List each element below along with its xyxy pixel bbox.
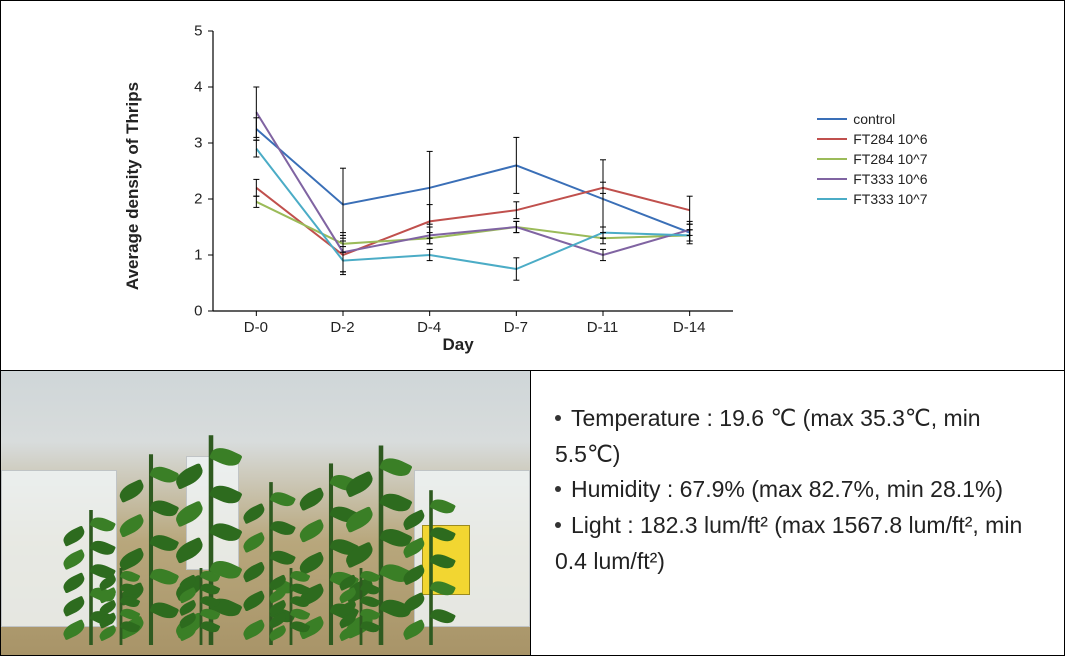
- legend-item: FT333 10^6: [817, 171, 927, 187]
- chart-plot-area: [203, 26, 743, 326]
- y-tick: 4: [194, 78, 202, 95]
- chart-legend: control FT284 10^6 FT284 10^7 FT333 10^6 FT3…: [817, 111, 927, 211]
- x-tick: D-7: [504, 319, 528, 336]
- x-tick: D-4: [417, 319, 441, 336]
- env-text-cell: Temperature : 19.6 ℃ (max 35.3℃, min 5.5…: [531, 371, 1064, 655]
- line-chart: Average density of Thrips Day controlFT2…: [143, 21, 923, 351]
- x-tick: D-11: [587, 319, 618, 336]
- legend-item: FT284 10^7: [817, 151, 927, 167]
- chart-cell: Average density of Thrips Day control FT2…: [1, 1, 1064, 371]
- y-tick: 5: [194, 22, 202, 39]
- env-light: Light : 182.3 lum/ft² (max 1567.8 lum/ft…: [555, 508, 1040, 579]
- x-tick: D-14: [673, 319, 706, 336]
- x-tick: D-0: [244, 319, 268, 336]
- figure-table: Average density of Thrips Day control FT2…: [0, 0, 1065, 656]
- env-temperature: Temperature : 19.6 ℃ (max 35.3℃, min 5.5…: [555, 401, 1040, 472]
- x-tick: D-2: [330, 319, 354, 336]
- y-tick: 3: [194, 134, 202, 151]
- x-axis-label: Day: [443, 335, 474, 355]
- y-axis-label: Average density of Thrips: [123, 81, 143, 289]
- legend-item: control: [817, 111, 927, 127]
- legend-item: FT333 10^7: [817, 191, 927, 207]
- y-tick: 1: [194, 246, 202, 263]
- bottom-row: Temperature : 19.6 ℃ (max 35.3℃, min 5.5…: [1, 371, 1064, 655]
- greenhouse-photo: [1, 371, 530, 655]
- y-tick: 2: [194, 190, 202, 207]
- y-tick: 0: [194, 302, 202, 319]
- env-humidity: Humidity : 67.9% (max 82.7%, min 28.1%): [555, 472, 1040, 508]
- photo-cell: [1, 371, 531, 655]
- legend-item: FT284 10^6: [817, 131, 927, 147]
